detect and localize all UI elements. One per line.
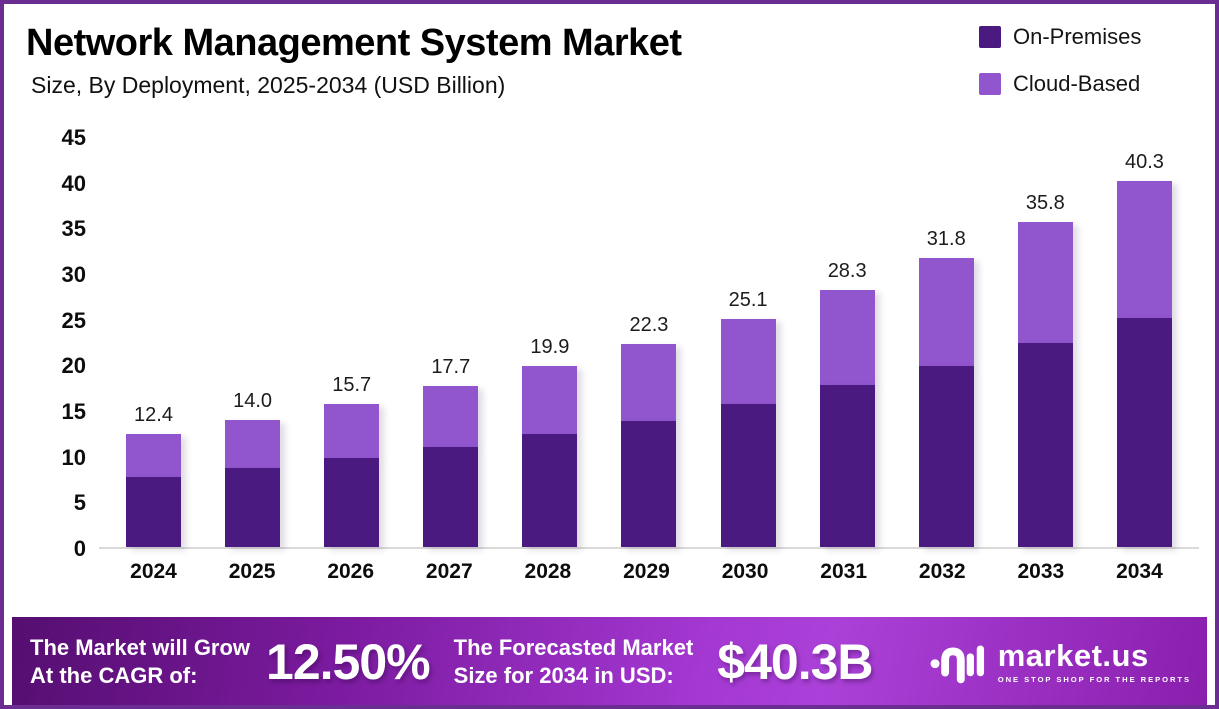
segment-on-premises — [918, 366, 974, 547]
segment-on-premises — [522, 434, 578, 547]
x-axis-label: 2027 — [425, 560, 473, 583]
segment-on-premises — [720, 404, 776, 547]
page-subtitle: Size, By Deployment, 2025-2034 (USD Bill… — [31, 72, 506, 98]
stacked-bar-chart: 45 40 35 30 25 20 15 10 5 0 12.4 14.0 15.7 17.7 19.9 2… — [24, 127, 1199, 560]
y-axis-tick: 10 — [61, 444, 86, 470]
segment-on-premises — [423, 447, 479, 547]
bar-total-label: 14.0 — [233, 389, 273, 412]
bar-group-2034: 40.3 — [1116, 138, 1172, 547]
segment-on-premises — [621, 420, 677, 547]
page-title: Network Management System Market — [26, 22, 682, 64]
plot-area: 12.4 14.0 15.7 17.7 19.9 22.3 25.1 28.3 31.8 35.8… — [99, 138, 1199, 549]
bar-group-2030: 25.1 — [720, 138, 776, 547]
brand-tagline: ONE STOP SHOP FOR THE REPORTS — [997, 674, 1191, 684]
bar-group-2025: 14.0 — [225, 138, 281, 547]
market-us-logo-icon — [930, 644, 984, 683]
y-axis-tick: 30 — [61, 262, 86, 288]
legend-label: On-Premises — [1013, 24, 1142, 49]
segment-cloud-based — [225, 419, 281, 468]
cagr-caption-line2: At the CAGR of: — [30, 662, 198, 688]
bar-total-label: 12.4 — [134, 404, 173, 427]
x-axis-label: 2033 — [1017, 560, 1065, 583]
y-axis-tick: 40 — [61, 170, 86, 196]
forecast-caption-line2: Size for 2034 in USD: — [453, 662, 674, 688]
bar-group-2026: 15.7 — [324, 138, 380, 547]
legend-label: Cloud-Based — [1013, 71, 1141, 96]
bar-group-2024: 12.4 — [126, 138, 181, 547]
segment-cloud-based — [1017, 221, 1073, 344]
chart-legend: On-Premises Cloud-Based — [979, 24, 1141, 97]
x-axis-label: 2030 — [721, 560, 769, 583]
bar-total-label: 25.1 — [728, 288, 768, 311]
brand-name: market.us — [997, 637, 1149, 673]
x-axis-label: 2028 — [524, 560, 572, 583]
bar-group-2029: 22.3 — [621, 138, 677, 547]
x-axis-label: 2025 — [228, 560, 276, 583]
bar-total-label: 17.7 — [431, 356, 471, 379]
segment-cloud-based — [324, 404, 380, 458]
segment-cloud-based — [126, 434, 181, 478]
y-axis-tick: 20 — [61, 353, 86, 379]
footer-banner: The Market will Grow At the CAGR of: 12.… — [12, 617, 1207, 705]
y-axis-tick: 35 — [61, 216, 86, 242]
bar-total-label: 15.7 — [332, 374, 372, 397]
cagr-caption: The Market will Grow At the CAGR of: — [30, 634, 250, 689]
y-axis-tick: 5 — [73, 490, 86, 516]
y-axis-tick: 45 — [61, 125, 86, 150]
segment-on-premises — [225, 467, 281, 547]
forecast-value: $40.3B — [717, 633, 873, 690]
segment-cloud-based — [423, 386, 479, 448]
bar-total-label: 22.3 — [629, 314, 669, 337]
segment-cloud-based — [819, 289, 875, 386]
segment-on-premises — [1116, 317, 1172, 547]
bar-total-label: 31.8 — [926, 227, 966, 250]
bar-group-2028: 19.9 — [522, 138, 578, 547]
legend-item-on-premises: On-Premises — [979, 24, 1141, 50]
on-premises-swatch-icon — [979, 26, 1001, 48]
bar-group-2033: 35.8 — [1017, 138, 1073, 547]
forecast-caption-line1: The Forecasted Market — [453, 635, 694, 660]
x-axis-label: 2029 — [623, 560, 670, 583]
x-axis: 2024 2025 2026 2027 2028 2029 2030 2031 2032 2033… — [99, 560, 1194, 584]
legend-item-cloud-based: Cloud-Based — [979, 71, 1141, 97]
bar-group-2027: 17.7 — [423, 138, 479, 547]
y-axis-tick: 25 — [61, 307, 86, 333]
segment-cloud-based — [522, 366, 578, 435]
cloud-based-swatch-icon — [979, 73, 1001, 95]
bar-group-2032: 31.8 — [918, 138, 974, 547]
y-axis-tick: 15 — [61, 399, 86, 425]
segment-on-premises — [324, 457, 380, 547]
bar-total-label: 19.9 — [530, 336, 570, 359]
forecast-caption: The Forecasted Market Size for 2034 in U… — [454, 634, 694, 689]
x-axis-label: 2034 — [1116, 560, 1163, 583]
bar-total-label: 35.8 — [1025, 191, 1065, 214]
segment-cloud-based — [918, 257, 974, 367]
segment-on-premises — [126, 477, 181, 547]
segment-on-premises — [1017, 343, 1073, 547]
bar-total-label: 28.3 — [827, 259, 867, 282]
segment-cloud-based — [621, 344, 677, 421]
brand-logo: market.us ONE STOP SHOP FOR THE REPORTS — [930, 634, 1191, 690]
segment-cloud-based — [720, 318, 776, 405]
x-axis-label: 2026 — [327, 560, 375, 583]
bar-group-2031: 28.3 — [819, 138, 875, 547]
bar-total-label: 40.3 — [1124, 150, 1164, 173]
cagr-value: 12.50% — [266, 633, 431, 690]
y-axis-tick: 0 — [73, 536, 86, 561]
segment-cloud-based — [1116, 180, 1172, 318]
x-axis-label: 2032 — [918, 560, 966, 583]
cagr-caption-line1: The Market will Grow — [30, 635, 251, 660]
x-axis-label: 2031 — [820, 560, 868, 583]
y-axis: 45 40 35 30 25 20 15 10 5 0 — [24, 127, 86, 560]
x-axis-label: 2024 — [130, 560, 177, 583]
segment-on-premises — [819, 385, 875, 547]
